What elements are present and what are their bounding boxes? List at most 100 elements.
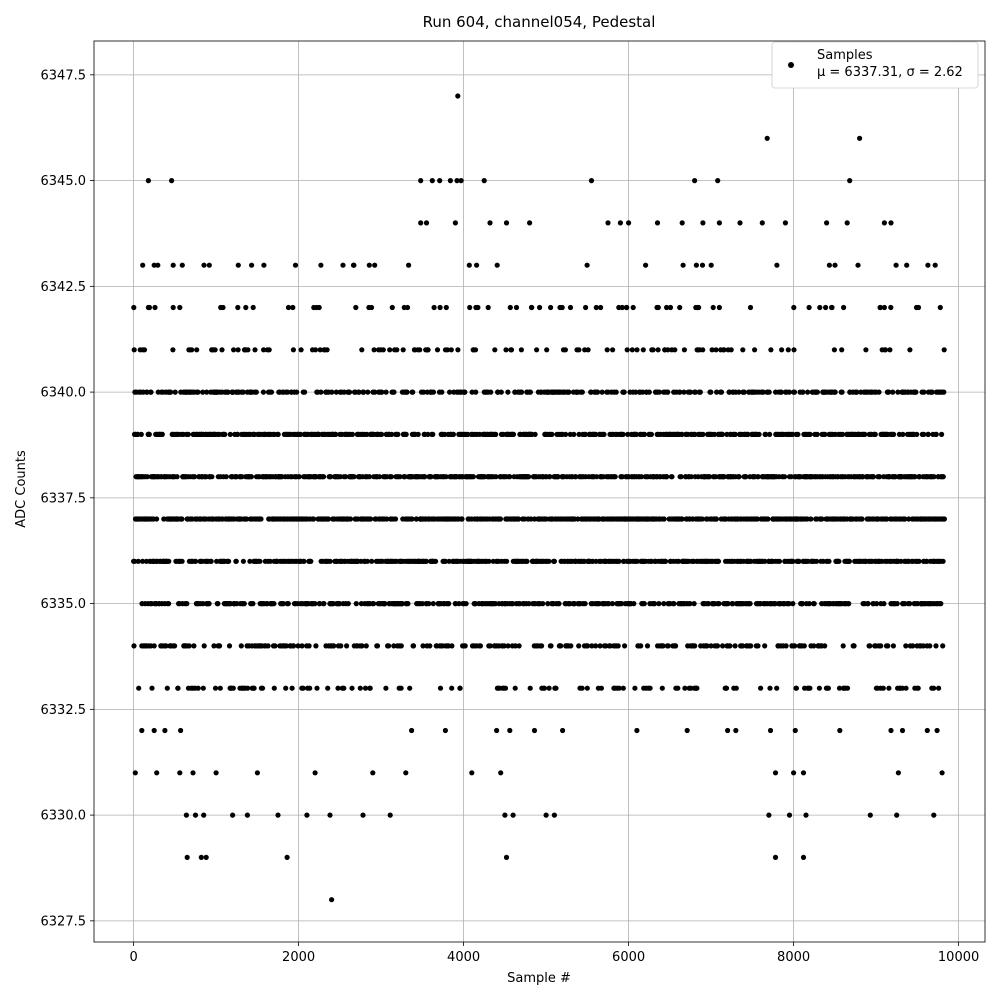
sample-point [473, 389, 479, 395]
sample-point [472, 601, 478, 607]
sample-point [839, 431, 846, 437]
sample-point [681, 347, 688, 353]
sample-point [571, 601, 578, 607]
sample-point [890, 643, 897, 649]
sample-point [584, 685, 590, 691]
sample-point [198, 854, 204, 861]
sample-point [839, 389, 845, 395]
sample-point [502, 685, 509, 691]
sample-point [718, 389, 725, 395]
sample-point [240, 389, 246, 395]
sample-point [673, 643, 679, 649]
sample-point [684, 727, 690, 734]
sample-point [829, 304, 835, 311]
sample-point [312, 601, 318, 607]
sample-point [593, 304, 599, 311]
sample-point [774, 685, 780, 691]
sample-point [304, 812, 310, 818]
sample-point [620, 685, 626, 691]
sample-point [655, 304, 661, 311]
sample-point [132, 770, 138, 776]
sample-point [425, 431, 431, 437]
sample-point [144, 474, 150, 480]
sample-point [652, 601, 658, 607]
sample-point [344, 643, 350, 649]
sample-point [619, 601, 625, 607]
sample-point [206, 262, 212, 268]
sample-point [541, 685, 548, 691]
sample-point [655, 347, 661, 353]
sample-point [752, 347, 758, 353]
sample-point [836, 558, 842, 564]
sample-point [466, 262, 472, 268]
sample-point [661, 601, 667, 607]
sample-point [285, 601, 291, 607]
sample-point [691, 601, 697, 607]
sample-point [284, 854, 290, 861]
sample-point [801, 643, 807, 649]
sample-point [213, 770, 219, 776]
sample-point [261, 262, 267, 268]
sample-point [532, 431, 538, 437]
sample-point [472, 347, 479, 353]
sample-point [311, 516, 317, 522]
sample-point [534, 347, 540, 353]
sample-point [141, 347, 148, 353]
sample-point [413, 516, 420, 522]
sample-point [391, 389, 397, 395]
sample-point [231, 347, 237, 353]
sample-point [743, 474, 749, 480]
sample-point [548, 304, 554, 311]
sample-point [283, 643, 289, 649]
legend-entry-stats: μ = 6337.31, σ = 2.62 [817, 65, 963, 80]
sample-point [138, 431, 144, 437]
sample-point [844, 220, 850, 226]
sample-point [759, 220, 765, 226]
sample-point [437, 685, 444, 691]
sample-point [540, 601, 546, 607]
sample-point [374, 643, 381, 649]
sample-point [894, 601, 900, 607]
sample-point [516, 643, 522, 649]
sample-point [528, 516, 534, 522]
sample-point [633, 389, 639, 395]
sample-point [925, 431, 931, 437]
sample-point [192, 474, 198, 480]
sample-point [814, 558, 820, 564]
sample-point [217, 685, 223, 691]
sample-point [193, 558, 199, 564]
sample-point [387, 347, 393, 353]
sample-point [704, 643, 710, 649]
sample-point [931, 474, 937, 480]
sample-point [721, 347, 727, 353]
sample-point [560, 727, 566, 734]
sample-point [301, 558, 307, 564]
sample-point [404, 389, 410, 395]
y-tick-label: 6332.5 [41, 703, 87, 718]
sample-point [767, 431, 773, 437]
sample-point [836, 685, 843, 691]
sample-point [239, 474, 245, 480]
sample-point [428, 474, 434, 480]
sample-point [201, 812, 207, 818]
sample-point [790, 558, 796, 564]
sample-point [714, 643, 721, 649]
sample-point [507, 727, 513, 734]
x-tick-label: 6000 [612, 950, 645, 965]
sample-point [493, 474, 499, 480]
sample-point [285, 304, 292, 311]
sample-point [940, 474, 946, 480]
sample-point [877, 304, 883, 311]
sample-point [364, 558, 370, 564]
sample-point [823, 304, 829, 311]
sample-point [366, 262, 372, 268]
sample-point [462, 389, 468, 395]
sample-point [151, 727, 157, 734]
sample-point [222, 431, 228, 437]
sample-point [716, 304, 723, 311]
legend-marker [788, 62, 794, 68]
sample-point [790, 601, 796, 607]
sample-point [563, 431, 569, 437]
sample-point [183, 812, 189, 818]
sample-point [328, 474, 334, 480]
